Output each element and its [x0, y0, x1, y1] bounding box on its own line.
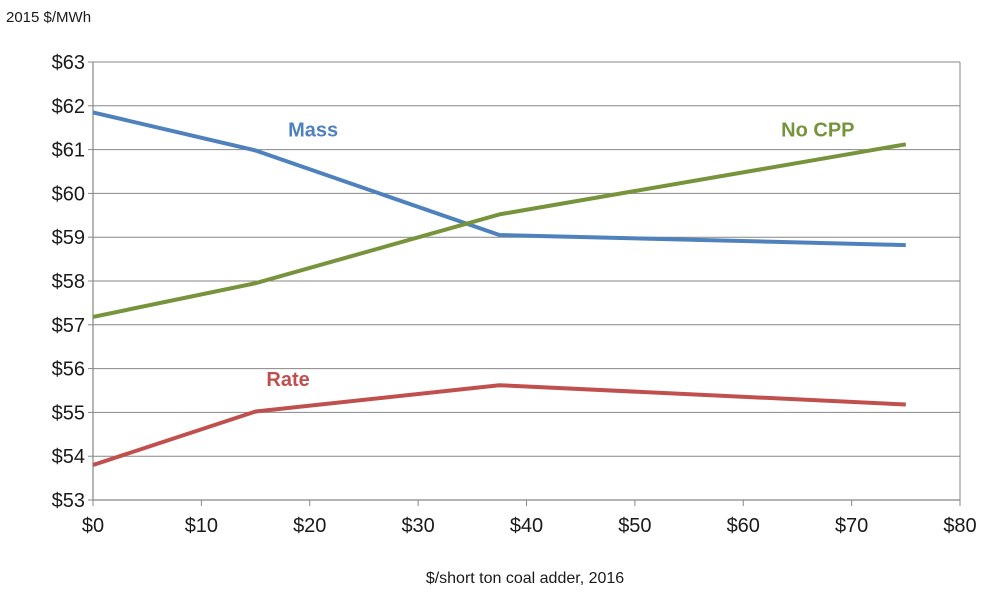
x-tick-label: $60 — [727, 515, 760, 537]
y-axis-unit-label: 2015 $/MWh — [6, 9, 91, 26]
series-label-no-cpp: No CPP — [781, 119, 854, 141]
series-label-rate: Rate — [266, 369, 309, 391]
y-tick-label: $58 — [52, 271, 85, 293]
y-tick-label: $56 — [52, 359, 85, 381]
y-tick-label: $60 — [52, 183, 85, 205]
series-line-rate — [92, 383, 906, 467]
y-axis-tick-labels: $53 $54 $55 $56 $57 $58 $59 $60 $61 $62 $63 — [52, 52, 85, 512]
y-tick-label: $54 — [52, 446, 85, 468]
x-axis-tick-labels: $0 $10 $20 $30 $40 $50 $60 $70 $80 — [82, 515, 977, 537]
y-tick-label: $61 — [52, 140, 85, 162]
x-tick-label: $40 — [510, 515, 543, 537]
y-tick-label: $57 — [52, 315, 85, 337]
y-tick-label: $62 — [52, 96, 85, 118]
series-line-no-cpp — [92, 142, 907, 319]
x-tick-label: $70 — [835, 515, 868, 537]
data-series — [92, 110, 907, 467]
x-tick-label: $0 — [82, 515, 104, 537]
x-tick-label: $20 — [293, 515, 326, 537]
axes — [88, 61, 961, 506]
y-tick-label: $59 — [52, 227, 85, 249]
series-line-mass — [92, 110, 906, 248]
y-tick-label: $53 — [52, 490, 85, 512]
x-tick-label: $30 — [401, 515, 434, 537]
y-tick-label: $55 — [52, 402, 85, 424]
x-tick-label: $80 — [943, 515, 976, 537]
series-labels: Mass No CPP Rate — [266, 119, 854, 391]
series-label-mass: Mass — [288, 119, 338, 141]
x-axis-title: $/short ton coal adder, 2016 — [426, 570, 624, 587]
y-tick-label: $63 — [52, 52, 85, 74]
x-tick-label: $10 — [185, 515, 218, 537]
x-tick-label: $50 — [618, 515, 651, 537]
